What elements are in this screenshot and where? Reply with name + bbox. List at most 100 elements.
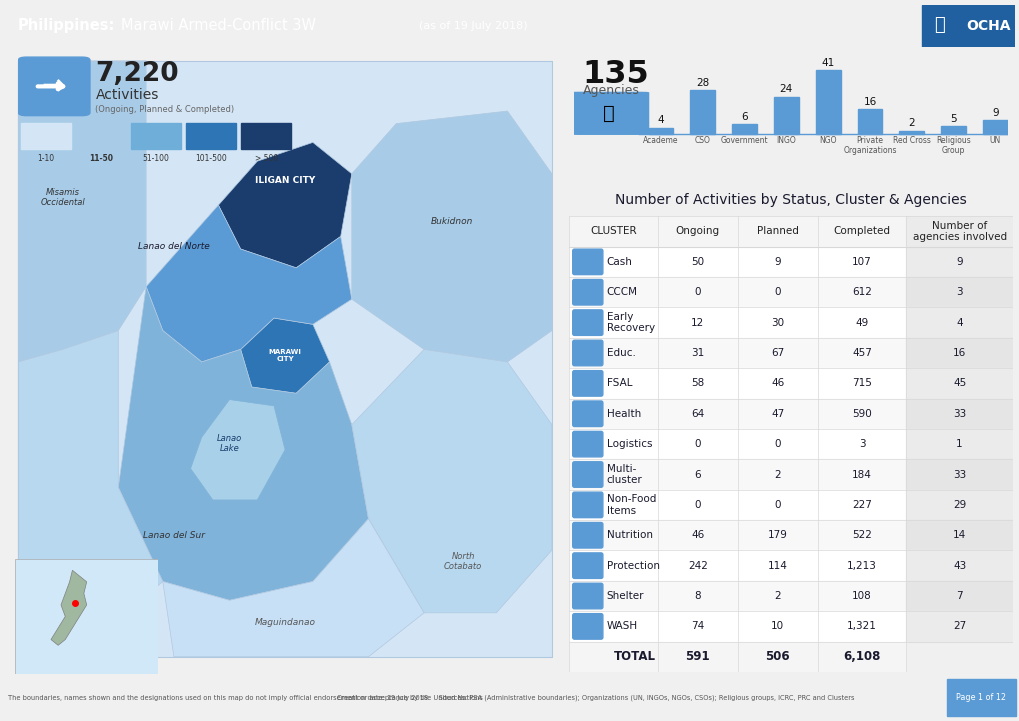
Text: 715: 715 — [851, 379, 871, 389]
Text: 4: 4 — [956, 318, 962, 327]
Bar — [569, 642, 906, 672]
Text: INGO: INGO — [775, 136, 796, 145]
Text: 33: 33 — [952, 409, 965, 419]
Text: 522: 522 — [851, 530, 871, 540]
Bar — [569, 550, 906, 581]
Text: 46: 46 — [691, 530, 704, 540]
Text: 114: 114 — [767, 561, 787, 570]
Bar — [815, 70, 840, 134]
FancyBboxPatch shape — [572, 340, 602, 366]
Bar — [857, 109, 881, 134]
Text: 3: 3 — [956, 287, 962, 297]
Bar — [569, 368, 906, 399]
Text: Lanao del Norte: Lanao del Norte — [138, 242, 210, 251]
Text: Number of
agencies involved: Number of agencies involved — [912, 221, 1006, 242]
Text: Bukidnon: Bukidnon — [430, 217, 473, 226]
Bar — [569, 307, 906, 338]
FancyBboxPatch shape — [572, 280, 602, 305]
Text: Activities: Activities — [96, 89, 159, 102]
Text: OCHA: OCHA — [965, 19, 1010, 33]
Text: 1-10: 1-10 — [38, 154, 54, 163]
Text: 41: 41 — [820, 58, 834, 68]
Text: Ⓤ: Ⓤ — [933, 16, 944, 34]
Text: 590: 590 — [851, 409, 871, 419]
Text: Page 1 of 12: Page 1 of 12 — [955, 693, 1006, 702]
Text: 50: 50 — [691, 257, 704, 267]
Bar — [569, 399, 906, 429]
Text: CCCM: CCCM — [606, 287, 637, 297]
Bar — [906, 581, 1012, 611]
Text: →: → — [41, 72, 64, 100]
Polygon shape — [240, 318, 329, 394]
FancyBboxPatch shape — [572, 431, 602, 457]
FancyBboxPatch shape — [572, 461, 602, 487]
Text: 58: 58 — [691, 379, 704, 389]
Bar — [242, 123, 290, 149]
Text: Religious
Group: Religious Group — [935, 136, 970, 156]
Bar — [906, 550, 1012, 581]
Text: Planned: Planned — [756, 226, 798, 236]
Text: 6: 6 — [741, 112, 747, 123]
Bar — [773, 97, 798, 134]
Text: Number of Activities by Status, Cluster & Agencies: Number of Activities by Status, Cluster … — [614, 193, 966, 207]
Text: Lanao
Lake: Lanao Lake — [217, 434, 242, 454]
Text: 612: 612 — [851, 287, 871, 297]
Text: 1,321: 1,321 — [846, 622, 876, 632]
Text: 9: 9 — [991, 107, 998, 118]
Bar — [906, 490, 1012, 520]
Text: 9: 9 — [956, 257, 962, 267]
FancyBboxPatch shape — [18, 57, 90, 115]
Text: (as of 19 July 2018): (as of 19 July 2018) — [419, 21, 527, 31]
Text: 227: 227 — [851, 500, 871, 510]
Polygon shape — [18, 61, 551, 657]
FancyBboxPatch shape — [572, 492, 602, 518]
Text: 2: 2 — [773, 591, 781, 601]
Text: > 500: > 500 — [255, 154, 277, 163]
Bar — [946, 679, 1015, 717]
Text: 591: 591 — [685, 650, 709, 663]
Bar — [131, 123, 180, 149]
Polygon shape — [51, 570, 87, 645]
Text: Multi-
cluster: Multi- cluster — [606, 464, 642, 485]
Text: 67: 67 — [770, 348, 784, 358]
Text: 1: 1 — [956, 439, 962, 449]
Text: 9: 9 — [773, 257, 781, 267]
Text: Philippines:: Philippines: — [17, 19, 114, 33]
Bar — [906, 429, 1012, 459]
Text: 31: 31 — [691, 348, 704, 358]
Text: 10: 10 — [770, 622, 784, 632]
Polygon shape — [18, 330, 163, 657]
Text: The boundaries, names shown and the designations used on this map do not imply o: The boundaries, names shown and the desi… — [8, 694, 483, 701]
Bar — [569, 247, 906, 277]
Bar — [76, 123, 125, 149]
Text: Creation date: 19 July 2018     Sources: PSA (Administrative boundaries); Organi: Creation date: 19 July 2018 Sources: PSA… — [336, 694, 853, 701]
Text: 0: 0 — [773, 500, 781, 510]
Text: CSO: CSO — [694, 136, 710, 145]
Bar — [921, 5, 1014, 47]
Bar — [732, 125, 756, 134]
Text: 0: 0 — [694, 439, 700, 449]
Text: 4: 4 — [657, 115, 663, 125]
Text: Maguindanao: Maguindanao — [255, 619, 315, 627]
Bar — [906, 247, 1012, 277]
FancyBboxPatch shape — [572, 523, 602, 548]
Text: 7: 7 — [956, 591, 962, 601]
Polygon shape — [352, 350, 551, 613]
Text: 49: 49 — [855, 318, 868, 327]
Text: CLUSTER: CLUSTER — [590, 226, 636, 236]
Text: Logistics: Logistics — [606, 439, 652, 449]
Bar — [569, 459, 906, 490]
Text: Shelter: Shelter — [606, 591, 644, 601]
Polygon shape — [163, 519, 424, 657]
Text: (Ongoing, Planned & Completed): (Ongoing, Planned & Completed) — [96, 105, 234, 113]
Text: 11-50: 11-50 — [89, 154, 113, 163]
Text: Protection: Protection — [606, 561, 659, 570]
Text: North
Cotabato: North Cotabato — [443, 552, 482, 571]
Text: 1,213: 1,213 — [846, 561, 876, 570]
Text: 👥: 👥 — [603, 104, 614, 123]
Text: 6: 6 — [694, 469, 700, 479]
Bar — [569, 429, 906, 459]
Text: Misamis
Occidental: Misamis Occidental — [41, 187, 85, 207]
Text: 45: 45 — [952, 379, 965, 389]
Text: Lanao del Sur: Lanao del Sur — [143, 531, 205, 539]
